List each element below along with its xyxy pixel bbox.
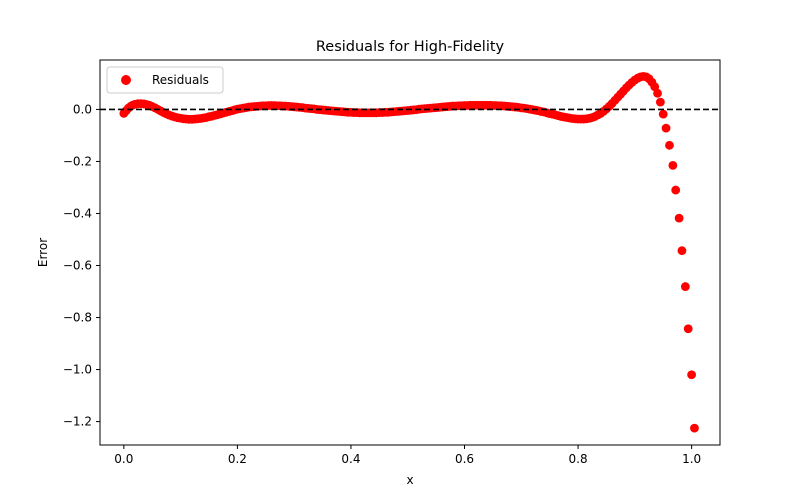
- legend-label: Residuals: [152, 73, 209, 87]
- residual-point: [674, 213, 684, 223]
- residual-point: [690, 423, 699, 433]
- x-axis-ticks: 0.0 0.2 0.4 0.6 0.8 1.0: [114, 445, 701, 466]
- residual-point: [683, 324, 693, 334]
- x-tick-label: 0.2: [228, 452, 247, 466]
- legend: Residuals: [106, 66, 224, 94]
- x-tick-label: 0.6: [455, 452, 474, 466]
- x-tick-label: 1.0: [682, 452, 701, 466]
- chart-title: Residuals for High-Fidelity: [316, 39, 505, 55]
- x-tick-label: 0.4: [341, 452, 360, 466]
- y-axis-ticks: 0.0 −0.2 −0.4 −0.6 −0.8 −1.0 −1.2: [63, 102, 100, 429]
- residual-point: [680, 282, 690, 291]
- y-tick-label: −1.2: [63, 415, 92, 429]
- residual-point: [661, 123, 671, 133]
- x-tick-label: 0.8: [569, 452, 588, 466]
- residual-point: [665, 140, 674, 150]
- y-tick-label: −1.0: [63, 363, 92, 377]
- residual-point: [655, 97, 665, 107]
- residual-point: [677, 246, 687, 256]
- legend-box: [106, 66, 224, 94]
- residual-point: [658, 109, 668, 119]
- plot-frame: [99, 59, 721, 446]
- x-axis-label: x: [406, 473, 413, 487]
- residual-point: [653, 88, 662, 98]
- y-tick-label: 0.0: [73, 102, 92, 116]
- y-tick-label: −0.2: [63, 154, 92, 168]
- legend-marker: [121, 75, 131, 85]
- y-tick-label: −0.6: [63, 259, 92, 273]
- y-tick-label: −0.4: [63, 206, 92, 220]
- y-tick-label: −0.8: [63, 311, 92, 325]
- residual-point: [668, 160, 678, 170]
- residual-point: [687, 370, 697, 380]
- x-tick-label: 0.0: [114, 452, 133, 466]
- y-axis-label: Error: [36, 238, 50, 267]
- residual-point: [671, 185, 681, 195]
